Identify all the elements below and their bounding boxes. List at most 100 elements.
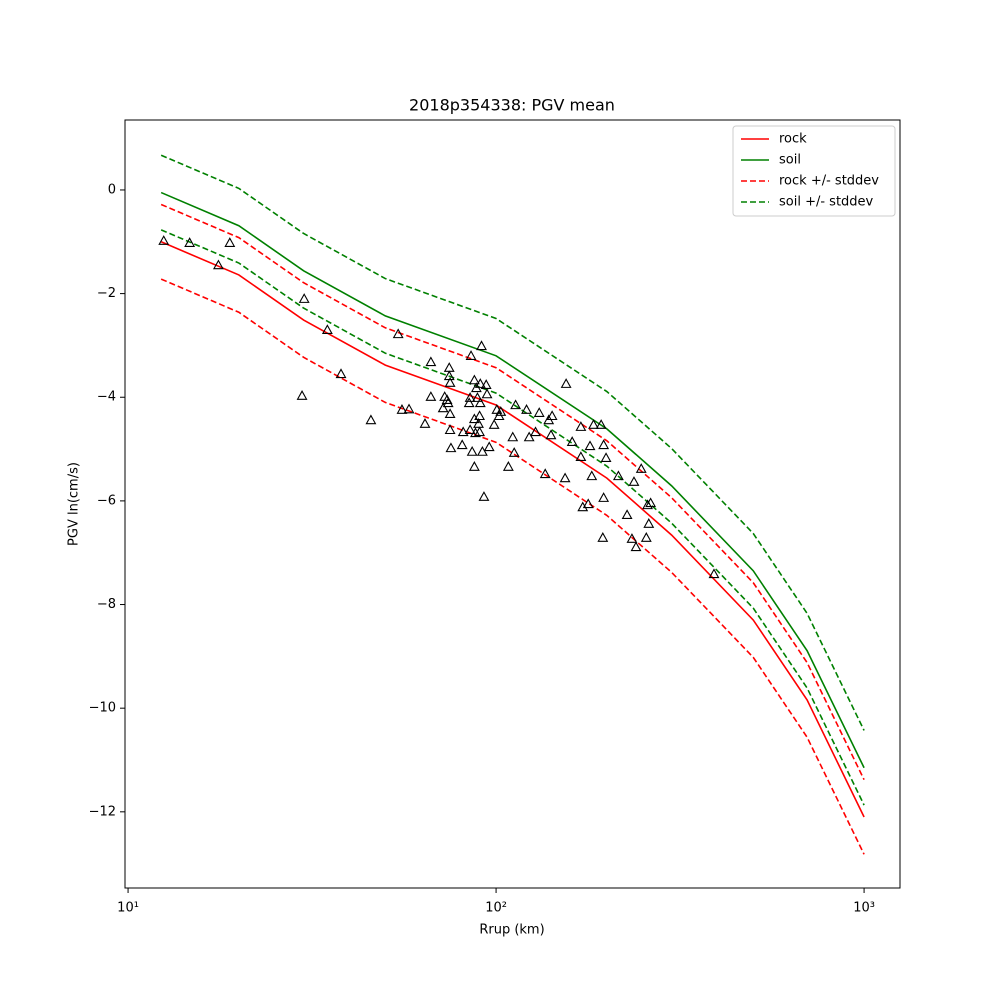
observation-point [645, 497, 657, 508]
observation-point [502, 461, 514, 471]
line [160, 203, 865, 781]
observation-point [468, 374, 480, 385]
observation-point [464, 424, 476, 435]
y-axis-label: PGV ln(cm/s) [67, 462, 82, 546]
observation-point [403, 403, 415, 414]
observation-point [621, 509, 633, 520]
observation-point [468, 461, 480, 471]
line [160, 229, 865, 806]
observation-point [575, 451, 587, 461]
observation-point [575, 421, 587, 431]
observation-point [465, 350, 477, 360]
observation-point [445, 442, 457, 453]
observation-point [559, 472, 571, 483]
observation-point [464, 392, 476, 402]
observation-point [212, 259, 224, 270]
observation-point [456, 439, 468, 450]
legend-frame [732, 125, 896, 217]
observation-point [545, 429, 557, 440]
observation-point [708, 568, 720, 579]
observation-point [533, 407, 545, 417]
observation-point [480, 379, 492, 389]
x-tick-label: 10³ [853, 901, 875, 916]
legend-label: soil +/- stddev [779, 195, 874, 210]
observation-point [474, 426, 486, 437]
observation-point [476, 340, 487, 351]
observation-point [577, 501, 589, 512]
legend: rock soil rock +/- stddev soil +/- stddev [732, 125, 896, 217]
observation-point [474, 378, 486, 388]
chart-title: 2018p354338: PGV mean [409, 96, 615, 115]
observation-point [626, 533, 638, 543]
observation-point [472, 392, 483, 402]
line [160, 154, 865, 731]
line [160, 191, 865, 769]
observation-point [612, 470, 624, 481]
line [160, 278, 865, 855]
observation-point [437, 402, 449, 413]
observation-point [478, 491, 490, 501]
observation-point [466, 446, 478, 456]
observation-point [296, 390, 308, 400]
observation-point [321, 324, 333, 335]
observation-point [470, 427, 481, 438]
observation-point [566, 436, 578, 446]
observation-point [595, 419, 607, 429]
observation-point [184, 237, 196, 247]
observation-point [586, 470, 598, 481]
observation-point [588, 419, 599, 429]
observation-point [628, 476, 640, 486]
observation-point [298, 293, 310, 303]
y-tick-label: −10 [89, 701, 116, 716]
observation-point [474, 410, 486, 421]
observation-point [598, 439, 610, 450]
observation-point [488, 419, 500, 429]
y-tick-label: −8 [97, 597, 116, 612]
observation-point [481, 388, 493, 399]
observation-point [584, 440, 596, 451]
observation-point [457, 426, 469, 437]
observation-point [510, 399, 522, 410]
x-tick-label: 10² [485, 901, 507, 916]
y-tick-label: 0 [108, 182, 116, 197]
observation-point [507, 431, 519, 442]
observation-point [425, 391, 437, 401]
line [160, 241, 865, 818]
observation-point [630, 541, 642, 552]
x-axis-label: Rrup (km) [479, 923, 544, 938]
observation-point [474, 397, 486, 408]
observation-point [521, 404, 532, 414]
observation-point [444, 408, 456, 418]
observation-point [495, 406, 507, 416]
observation-point [425, 356, 437, 367]
legend-label: rock +/- stddev [779, 174, 879, 189]
observation-point [444, 424, 456, 435]
observation-point [158, 235, 170, 245]
observation-point [392, 328, 404, 339]
observation-point [600, 452, 612, 463]
observation-point [335, 368, 347, 379]
legend-label: rock [779, 132, 807, 147]
y-tick-label: −12 [89, 804, 116, 819]
observation-point [582, 498, 594, 509]
observation-point [598, 492, 610, 502]
y-tick-label: −6 [97, 493, 116, 508]
observation-point [473, 418, 484, 428]
observation-point [539, 468, 551, 479]
observation-point [476, 446, 488, 456]
observation-point [224, 237, 236, 247]
observation-point [523, 431, 535, 442]
observation-point [419, 418, 431, 428]
observation-point [468, 413, 480, 424]
observation-point [444, 377, 456, 387]
observation-point [642, 499, 653, 510]
observation-point [530, 426, 541, 437]
legend-label: soil [779, 153, 801, 168]
observation-point [508, 447, 520, 457]
observation-point [365, 414, 377, 425]
observation-point [443, 362, 455, 372]
observation-point [483, 441, 495, 452]
observation-point [463, 397, 475, 408]
